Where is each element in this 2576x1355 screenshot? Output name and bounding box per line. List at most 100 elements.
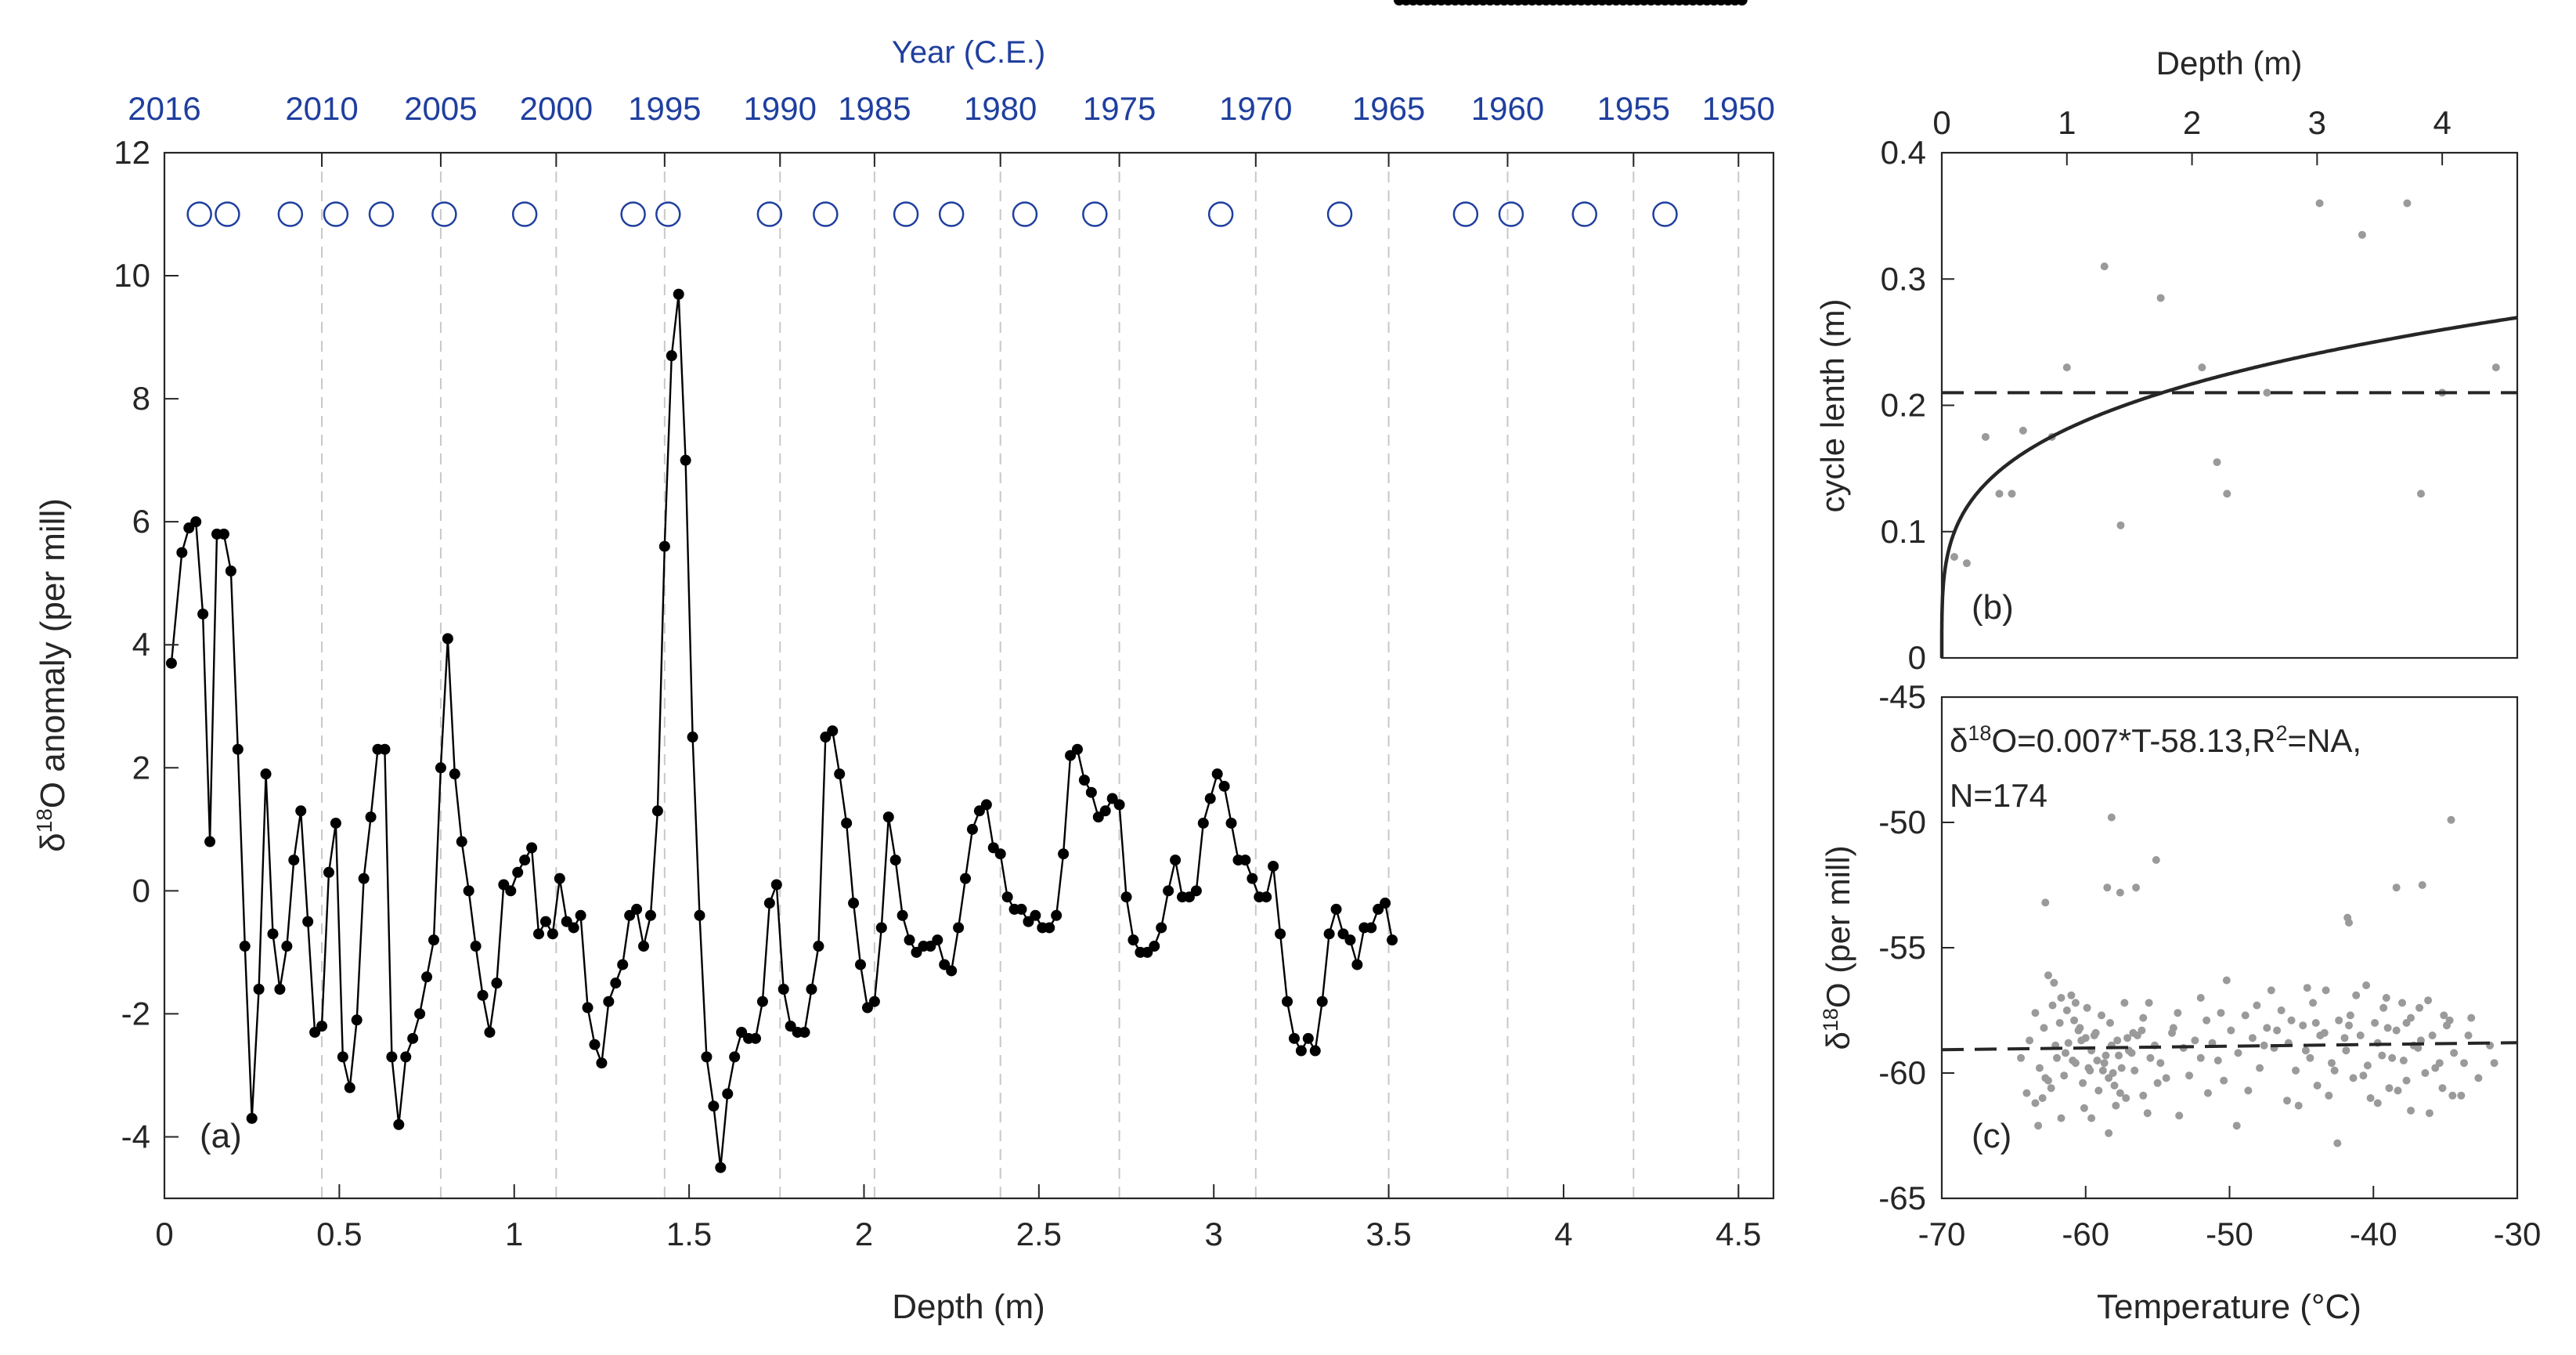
panel-a-data-point bbox=[631, 903, 643, 915]
panel-b-data-point bbox=[2019, 426, 2027, 435]
panel-b-y-tick-label: 0 bbox=[1908, 639, 1926, 676]
panel-a-data-point bbox=[799, 1026, 810, 1038]
panel-a-data-point bbox=[589, 1039, 601, 1050]
panel-a-data-point bbox=[1323, 928, 1335, 940]
panel-c-data-point bbox=[2378, 1051, 2387, 1060]
panel-c-y-tick-label: -55 bbox=[1878, 929, 1926, 966]
panel-a-x-axis-label: Depth (m) bbox=[892, 1288, 1045, 1326]
panel-b-data-point bbox=[2263, 388, 2271, 397]
panel-a-background bbox=[164, 153, 1773, 1198]
panel-a-data-point bbox=[232, 743, 244, 755]
panel-a-data-point bbox=[547, 928, 558, 940]
panel-c-data-point bbox=[2260, 1041, 2268, 1050]
panel-b-data-point bbox=[2156, 294, 2165, 302]
panel-c-data-point bbox=[2303, 984, 2311, 992]
panel-c-data-point bbox=[2055, 1019, 2064, 1027]
panel-c-data-point bbox=[2248, 1034, 2257, 1042]
panel-a-data-point bbox=[756, 995, 768, 1007]
panel-a-data-point bbox=[1078, 775, 1090, 786]
panel-a-x-tick-label: 3.5 bbox=[1366, 1216, 1411, 1252]
panel-c-x-tick-label: -40 bbox=[2350, 1216, 2397, 1252]
panel-b-x-ticks: 0 1 2 3 4 bbox=[1932, 104, 2452, 165]
panel-a-data-point bbox=[638, 941, 650, 952]
panel-c-data-point bbox=[2105, 1129, 2113, 1137]
panel-c-data-point bbox=[2438, 1084, 2447, 1093]
panel-a-data-point bbox=[1380, 898, 1391, 909]
panel-a-ylabel-sup: 18 bbox=[32, 808, 56, 833]
panel-a-data-point bbox=[165, 657, 177, 669]
panel-c-data-point bbox=[2447, 815, 2455, 824]
panel-c: -70 -60 -50 -40 -30 -65-60-55-50-45 δ18O=0.0… bbox=[1819, 678, 2541, 1326]
panel-a-year-tick-label: 1950 bbox=[1702, 90, 1775, 127]
panel-a-x-tick-label: 4 bbox=[1554, 1216, 1572, 1252]
panel-a-data-point bbox=[694, 909, 705, 921]
panel-c-data-point bbox=[2060, 1071, 2069, 1080]
panel-a-data-point bbox=[701, 1051, 713, 1063]
panel-b-x-tick-label: 1 bbox=[2058, 104, 2076, 141]
panel-c-data-point bbox=[2191, 1036, 2199, 1045]
panel-b-y-tick-label: 0.2 bbox=[1881, 387, 1926, 424]
panel-c-annotation-delta: δ bbox=[1950, 722, 1968, 759]
panel-a-data-point bbox=[1016, 903, 1027, 915]
panel-c-data-point bbox=[2244, 1086, 2253, 1095]
panel-a-data-point bbox=[491, 977, 503, 989]
panel-a-data-point bbox=[1218, 780, 1230, 792]
panel-c-data-point bbox=[2220, 1076, 2228, 1085]
panel-c-data-point bbox=[2196, 994, 2205, 1002]
panel-a-data-point bbox=[239, 941, 251, 952]
panel-a-data-point bbox=[1071, 743, 1083, 755]
panel-a-data-point bbox=[519, 855, 531, 866]
panel-c-data-point bbox=[2325, 1091, 2333, 1100]
panel-c-data-point bbox=[2074, 1026, 2083, 1035]
year-marker-circle bbox=[1452, 201, 1479, 227]
panel-a-data-point bbox=[1120, 891, 1132, 903]
panel-a-data-point bbox=[932, 934, 943, 946]
panel-b-y-tick-label: 0.3 bbox=[1881, 260, 1926, 297]
panel-a-data-point bbox=[400, 1051, 412, 1063]
panel-c-data-point bbox=[2146, 1053, 2155, 1062]
panel-a-data-point bbox=[658, 540, 670, 552]
panel-c-data-point bbox=[2292, 1066, 2300, 1075]
panel-b-fit-curve bbox=[1939, 316, 2518, 658]
panel-c-data-point bbox=[2105, 1019, 2114, 1027]
panel-a-data-point bbox=[1282, 995, 1293, 1007]
panel-a-x-tick-label: 1.5 bbox=[666, 1216, 712, 1252]
year-marker-circle bbox=[323, 201, 349, 227]
panel-c-annotation-line1: δ18O=0.007*T-58.13,R2=NA, bbox=[1950, 721, 2361, 759]
panel-c-data-point bbox=[2241, 1011, 2249, 1020]
panel-a-data-point bbox=[946, 965, 958, 977]
panel-c-data-point bbox=[2457, 1091, 2466, 1100]
panel-a-data-point bbox=[1247, 873, 1258, 884]
panel-a-y-tick-label: 12 bbox=[114, 134, 150, 171]
panel-a-data-point bbox=[1366, 922, 1377, 934]
panel-c-data-point bbox=[2373, 1099, 2382, 1107]
panel-c-data-point bbox=[2399, 1057, 2408, 1064]
panel-a-data-point bbox=[1351, 959, 1363, 970]
panel-c-data-point bbox=[2053, 1053, 2061, 1062]
panel-a-data-point bbox=[176, 547, 188, 558]
panel-c-data-point bbox=[2050, 978, 2058, 987]
panel-a-data-point bbox=[1170, 855, 1182, 866]
panel-a-data-point bbox=[687, 732, 698, 743]
panel-c-data-point bbox=[2392, 1026, 2401, 1035]
panel-a-year-tick-label: 2016 bbox=[128, 90, 200, 127]
year-marker-circle bbox=[620, 201, 646, 227]
panel-a-data-point bbox=[680, 454, 691, 466]
panel-c-data-point bbox=[2103, 883, 2112, 892]
panel-a-data-point bbox=[330, 817, 341, 829]
panel-a-data-point bbox=[386, 1051, 398, 1063]
panel-a-data-point bbox=[770, 879, 782, 891]
panel-c-data-point bbox=[2464, 1032, 2473, 1039]
panel-a-data-point bbox=[1275, 928, 1286, 940]
panel-c-data-point bbox=[2087, 1114, 2096, 1122]
panel-a-data-point bbox=[1156, 922, 1167, 934]
panel-a-data-point bbox=[246, 1112, 258, 1124]
panel-a-data-point bbox=[1736, 0, 1748, 5]
panel-c-data-point bbox=[2162, 1074, 2170, 1082]
panel-c-data-point bbox=[2294, 1101, 2303, 1110]
panel-c-data-point bbox=[2115, 1051, 2123, 1060]
panel-c-data-point bbox=[2080, 1104, 2088, 1112]
panel-a-data-point bbox=[841, 817, 853, 829]
panel-a-data-point bbox=[729, 1051, 741, 1063]
